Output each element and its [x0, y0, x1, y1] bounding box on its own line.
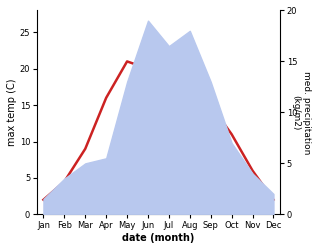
X-axis label: date (month): date (month) [122, 233, 195, 243]
Y-axis label: max temp (C): max temp (C) [7, 79, 17, 146]
Y-axis label: med. precipitation
(kg/m2): med. precipitation (kg/m2) [292, 71, 311, 154]
